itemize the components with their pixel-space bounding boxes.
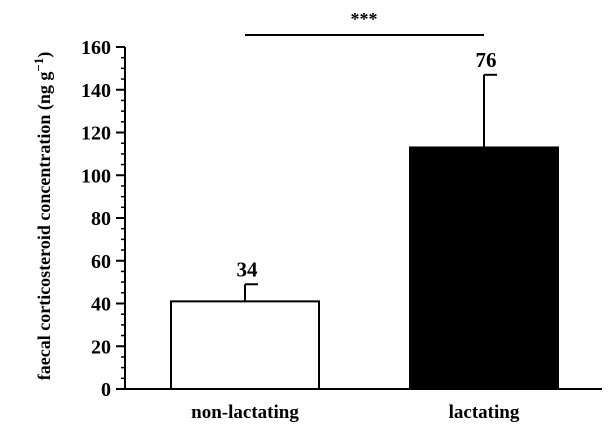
bar-non-lactating	[170, 300, 320, 390]
data-label-non-lactating: 34	[237, 257, 259, 281]
y-axis-title: faecal corticosteroid concentration (ng …	[31, 52, 55, 381]
significance-label: ***	[351, 9, 378, 29]
y-tick-label: 40	[91, 294, 111, 316]
y-axis-title-main: faecal corticosteroid concentration (ng …	[34, 72, 55, 381]
y-tick-label: 20	[91, 336, 111, 358]
annotations-group: 34 non-lactating 76 lactating ***	[191, 9, 520, 423]
x-category-label: lactating	[449, 402, 520, 423]
x-category-label: non-lactating	[191, 402, 299, 423]
y-axis-title-end: )	[34, 52, 55, 58]
y-tick-label: 140	[81, 80, 111, 102]
y-tick-label: 60	[91, 251, 111, 273]
y-tick-label: 100	[81, 165, 111, 187]
y-tick-label: 160	[81, 37, 111, 59]
y-tick-label: 80	[91, 208, 111, 230]
y-axis-title-sup: −1	[31, 58, 46, 72]
bars-group	[170, 73, 559, 390]
y-tick-label: 120	[81, 123, 111, 145]
bar-lactating	[409, 146, 559, 390]
y-tick-label: 0	[101, 379, 111, 401]
data-label-lactating: 76	[476, 48, 497, 72]
